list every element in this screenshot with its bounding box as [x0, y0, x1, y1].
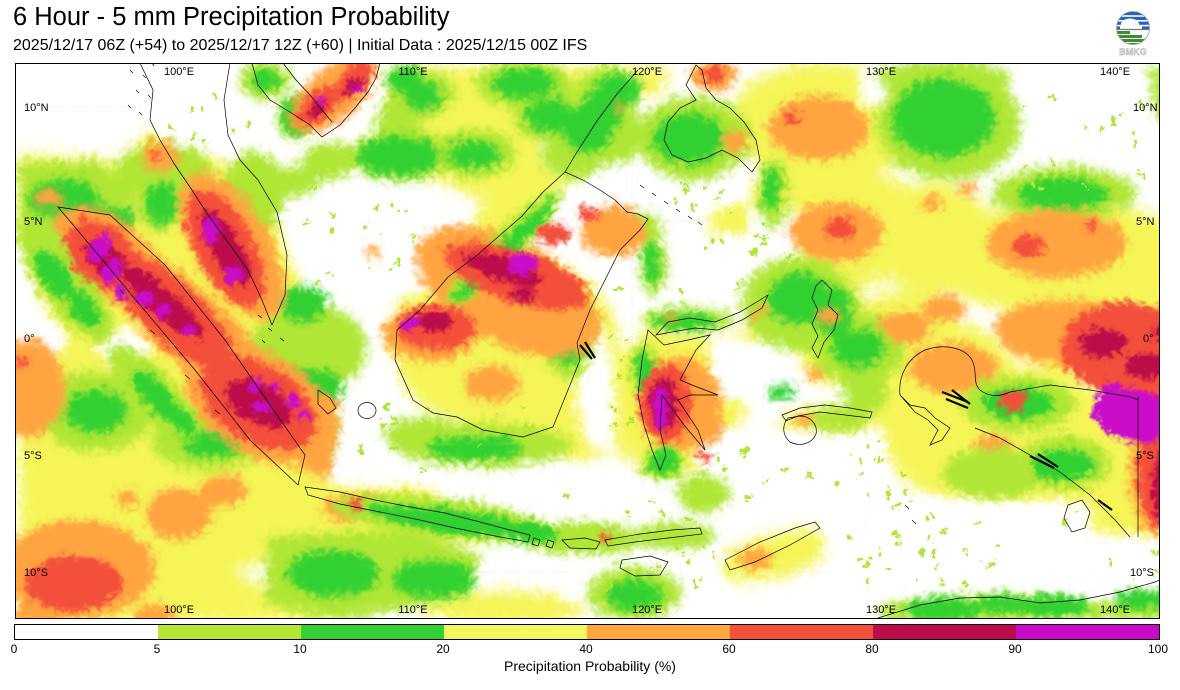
svg-text:10°N: 10°N: [24, 102, 49, 114]
svg-text:120°E: 120°E: [632, 604, 662, 616]
svg-text:100°E: 100°E: [164, 66, 194, 78]
svg-text:5°N: 5°N: [1136, 216, 1155, 228]
svg-text:110°E: 110°E: [398, 604, 427, 616]
svg-text:0°: 0°: [1143, 333, 1154, 345]
svg-text:140°E: 140°E: [1100, 66, 1130, 78]
svg-text:120°E: 120°E: [632, 66, 662, 78]
svg-text:130°E: 130°E: [866, 604, 896, 616]
svg-text:0°: 0°: [24, 333, 35, 345]
svg-text:5°S: 5°S: [1136, 450, 1154, 462]
svg-text:5°N: 5°N: [24, 216, 43, 228]
svg-text:BMKG: BMKG: [1119, 47, 1147, 57]
svg-text:100°E: 100°E: [164, 604, 194, 616]
svg-text:10°S: 10°S: [24, 567, 48, 579]
svg-text:110°E: 110°E: [398, 66, 427, 78]
svg-text:140°E: 140°E: [1100, 604, 1130, 616]
svg-text:5°S: 5°S: [24, 450, 42, 462]
svg-text:10°N: 10°N: [1133, 102, 1158, 114]
svg-text:130°E: 130°E: [866, 66, 896, 78]
svg-text:10°S: 10°S: [1130, 567, 1154, 579]
